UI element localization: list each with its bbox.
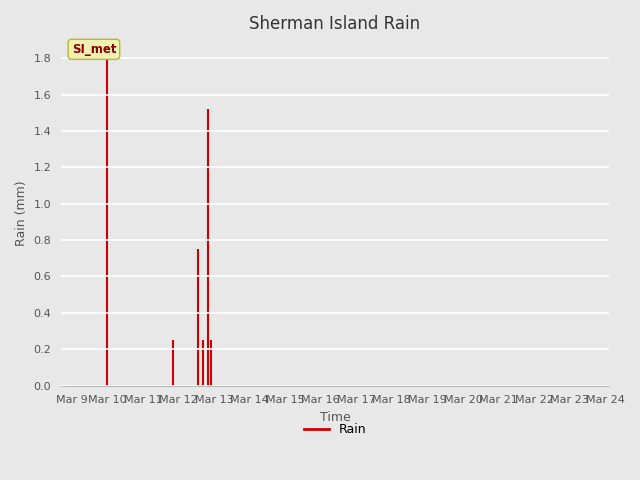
Y-axis label: Rain (mm): Rain (mm)	[15, 180, 28, 246]
X-axis label: Time: Time	[319, 411, 350, 424]
Title: Sherman Island Rain: Sherman Island Rain	[250, 15, 420, 33]
Text: SI_met: SI_met	[72, 43, 116, 56]
Legend: Rain: Rain	[299, 419, 371, 442]
